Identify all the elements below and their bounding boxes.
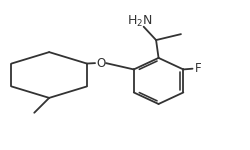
Text: O: O — [96, 57, 105, 70]
Text: F: F — [195, 62, 202, 75]
Text: H$_2$N: H$_2$N — [127, 14, 153, 29]
